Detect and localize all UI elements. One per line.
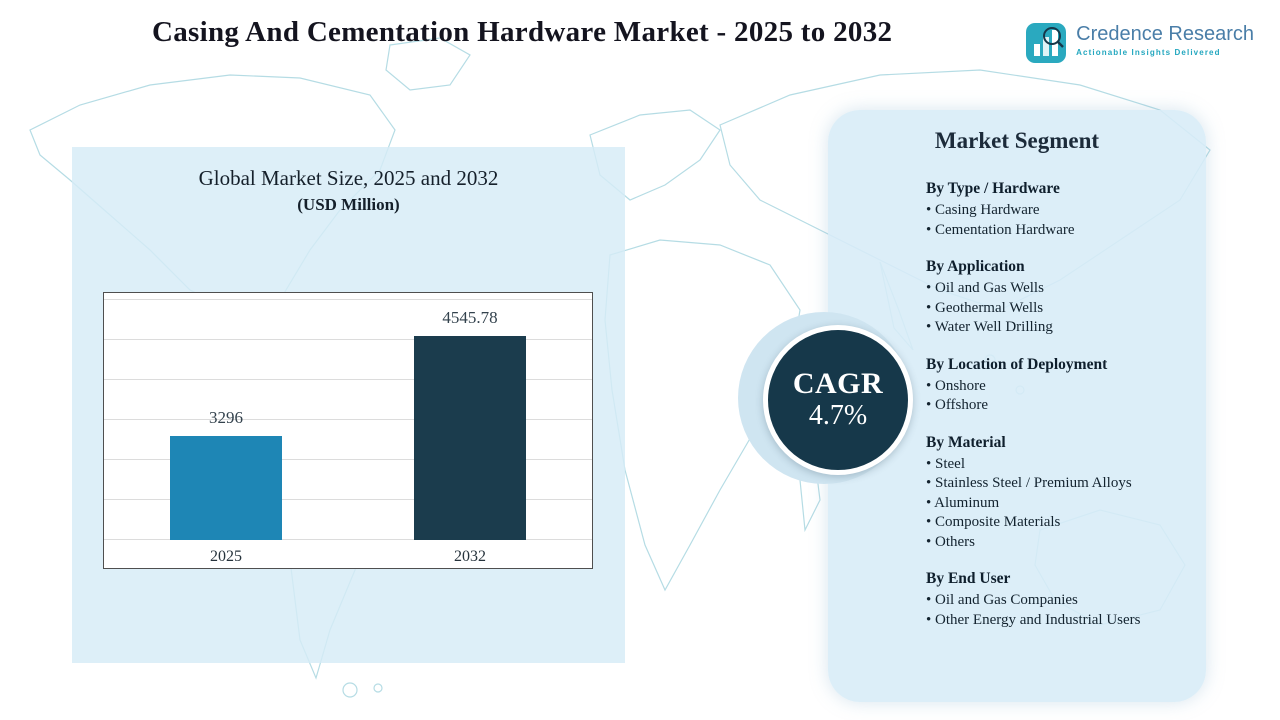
- chart-title: Global Market Size, 2025 and 2032: [198, 166, 499, 190]
- cagr-label: CAGR: [792, 367, 884, 400]
- logo-tagline: Actionable Insights Delivered: [1076, 48, 1221, 57]
- segment-group: By Material • Steel • Stainless Steel / Pr…: [926, 434, 1186, 553]
- segment-group: By Type / Hardware • Casing Hardware • Cem…: [926, 180, 1186, 240]
- logo-name: Credence Research: [1076, 23, 1254, 45]
- bar-category-label: 2025: [210, 548, 242, 565]
- gridline: [104, 419, 592, 420]
- segment-item: • Cementation Hardware: [926, 221, 1075, 238]
- plot-area: 3296 2025 4545.78 2032: [104, 299, 592, 565]
- logo-chart-icon: [1025, 22, 1067, 64]
- segment-group-heading: By Material: [926, 433, 1006, 451]
- segment-item: • Oil and Gas Wells: [926, 280, 1044, 296]
- gridline: [104, 499, 592, 501]
- gridline: [104, 299, 592, 300]
- bar-chart: 3296 2025 4545.78 2032: [103, 292, 593, 569]
- segment-groups: By Type / Hardware • Casing Hardware • Cem…: [828, 154, 1206, 630]
- bar-value-label: 3296: [209, 408, 243, 428]
- segment-group-heading: By Application: [926, 258, 1025, 275]
- page-title: Casing And Cementation Hardware Market -…: [152, 16, 893, 48]
- bar-slot-2032: 4545.78 2032: [348, 300, 592, 565]
- segment-group: By Location of Deployment • Onshore • Offs…: [926, 356, 1186, 416]
- segment-item: • Composite Materials: [926, 514, 1061, 530]
- segment-group-heading: By End User: [926, 570, 1011, 587]
- segment-item: • Others: [926, 533, 975, 550]
- segment-item: • Offshore: [926, 397, 989, 413]
- segment-item: • Aluminum: [926, 494, 1000, 511]
- segment-group-heading: By Type / Hardware: [926, 180, 1060, 197]
- bar-2032: [414, 336, 526, 540]
- gridline: [104, 339, 592, 340]
- cagr-badge: CAGR 4.7%: [763, 325, 913, 475]
- gridline: [104, 539, 592, 540]
- segment-group: By End User • Oil and Gas Companies • Othe…: [926, 570, 1186, 630]
- brand-logo: Credence Research Actionable Insights De…: [1025, 22, 1254, 64]
- bar-2025: [170, 436, 282, 540]
- segment-item: • Steel: [926, 455, 965, 472]
- bar-value-label: 4545.78: [442, 308, 498, 328]
- segment-group-heading: By Location of Deployment: [926, 355, 1108, 373]
- chart-panel: Global Market Size, 2025 and 2032 (USD M…: [72, 147, 625, 663]
- segment-item: • Stainless Steel / Premium Alloys: [926, 475, 1132, 491]
- segment-panel-title: Market Segment: [934, 128, 1100, 153]
- gridline: [104, 459, 592, 461]
- segment-item: • Casing Hardware: [926, 202, 1040, 218]
- bar-slot-2025: 3296 2025: [104, 300, 348, 565]
- cagr-value: 4.7%: [808, 400, 868, 431]
- segment-item: • Geothermal Wells: [926, 299, 1044, 316]
- segment-item: • Water Well Drilling: [926, 319, 1053, 335]
- gridline: [104, 379, 592, 381]
- bar-category-label: 2032: [454, 548, 486, 565]
- segment-item: • Onshore: [926, 377, 986, 394]
- chart-subtitle: (USD Million): [297, 195, 400, 214]
- segment-group: By Application • Oil and Gas Wells • Geoth…: [926, 258, 1186, 338]
- segment-item: • Oil and Gas Companies: [926, 592, 1078, 608]
- segment-item: • Other Energy and Industrial Users: [926, 611, 1141, 628]
